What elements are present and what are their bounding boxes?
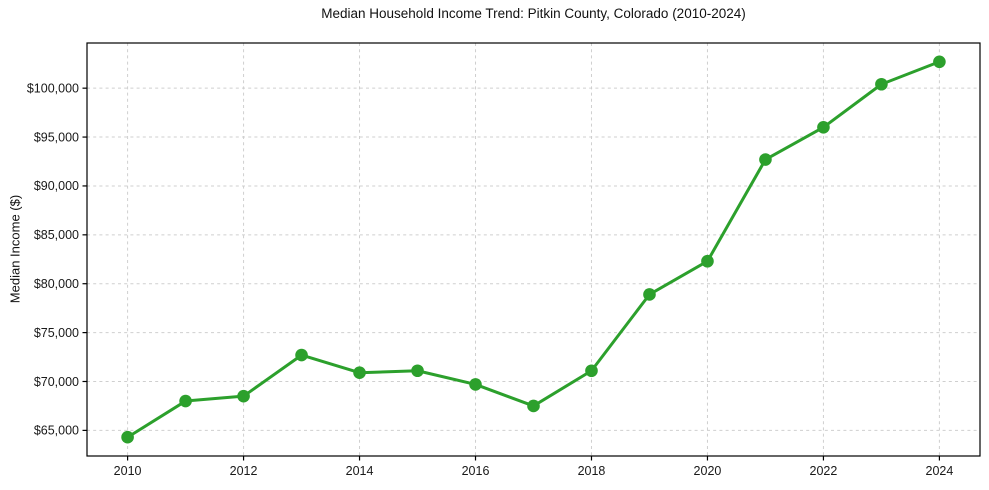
x-tick-label: 2012 — [230, 464, 258, 478]
data-point-2010 — [121, 430, 134, 444]
data-point-2012 — [237, 389, 250, 403]
y-tick-label: $90,000 — [34, 179, 79, 193]
trend-line — [126, 60, 941, 439]
data-point-2015 — [411, 364, 424, 378]
chart-title: Median Household Income Trend: Pitkin Co… — [321, 6, 746, 21]
data-point-2020 — [701, 254, 714, 268]
y-tick-label: $70,000 — [34, 375, 79, 389]
data-point-2019 — [643, 288, 656, 301]
data-point-2017 — [527, 399, 540, 413]
data-point-2018 — [585, 364, 598, 378]
y-tick-label: $85,000 — [34, 228, 79, 242]
data-point-2023 — [875, 77, 888, 91]
data-point-2011 — [179, 394, 192, 408]
axes-frame — [86, 42, 981, 457]
data-point-2022 — [817, 120, 830, 134]
x-tick-label: 2016 — [462, 464, 490, 478]
x-tick-label: 2024 — [926, 464, 954, 478]
y-tick-label: $95,000 — [34, 130, 79, 144]
data-point-2021 — [759, 153, 772, 166]
y-tick-label: $75,000 — [34, 326, 79, 340]
x-tick-label: 2022 — [810, 464, 838, 478]
data-point-2014 — [353, 366, 366, 379]
x-tick-label: 2018 — [578, 464, 606, 478]
x-tick-label: 2020 — [694, 464, 722, 478]
data-point-2013 — [295, 348, 308, 362]
y-tick-label: $65,000 — [34, 424, 79, 438]
data-point-2024 — [933, 55, 946, 69]
data-point-2016 — [469, 378, 482, 391]
x-tick-label: 2010 — [114, 464, 142, 478]
y-tick-label: $80,000 — [34, 277, 79, 291]
y-tick-label: $100,000 — [27, 81, 79, 95]
x-tick-label: 2014 — [346, 464, 374, 478]
